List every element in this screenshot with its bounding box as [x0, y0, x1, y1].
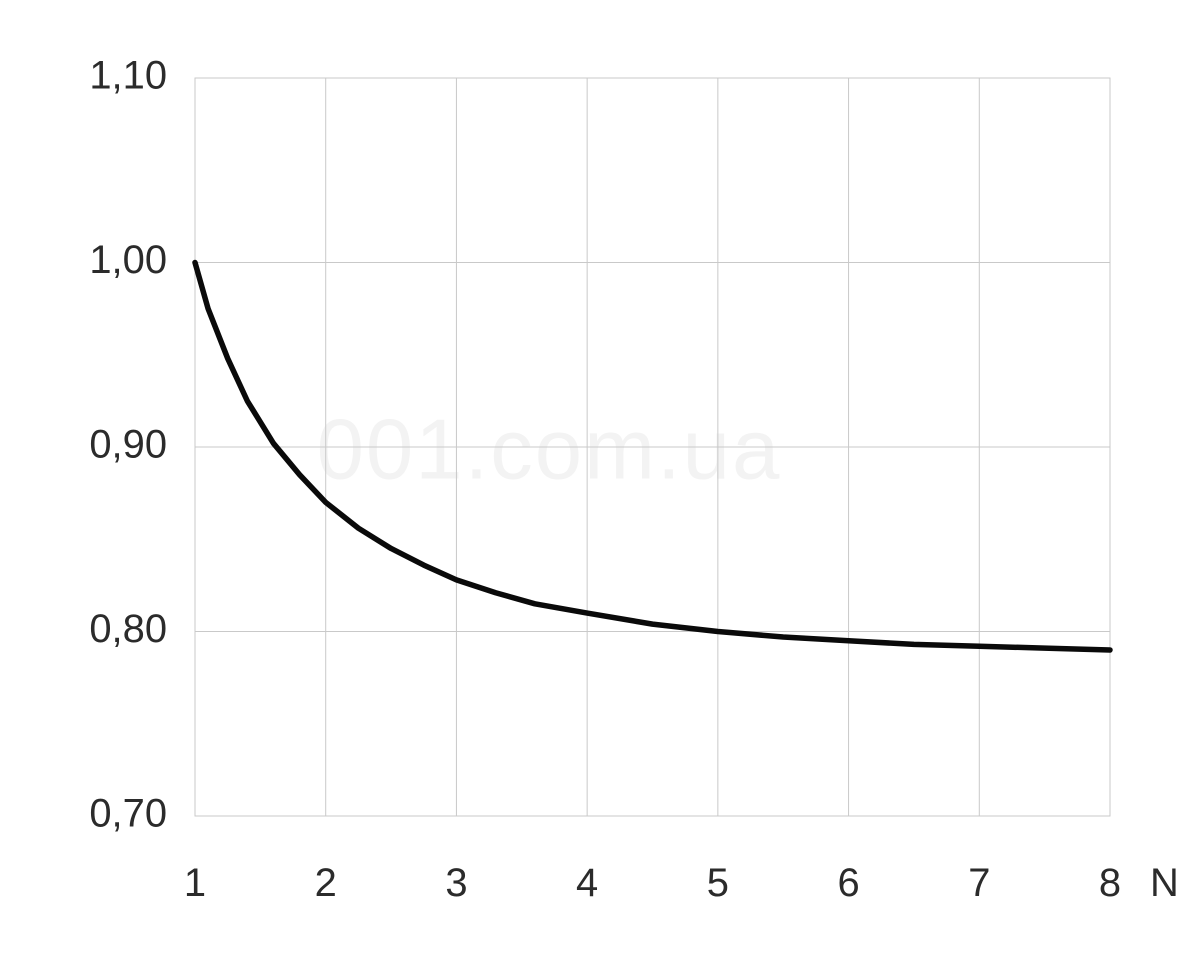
x-tick-label: 6 — [837, 861, 859, 905]
decay-curve-chart: 001.com.ua 0,70 0,80 0,90 1,00 1,10 1 2 3 4 5 6 7 8N — [0, 0, 1200, 960]
x-tick-label: 3 — [445, 861, 467, 905]
x-tick-label: 7 — [968, 861, 990, 905]
x-tick-label: 5 — [707, 861, 729, 905]
watermark-text: 001.com.ua — [317, 403, 782, 498]
y-tick-label: 0,90 — [89, 423, 167, 467]
y-tick-label: 1,00 — [89, 238, 167, 282]
x-tick-label: 1 — [184, 861, 206, 905]
y-tick-label: 1,10 — [89, 54, 167, 98]
x-tick-label: 8 — [1099, 861, 1121, 905]
y-tick-label: 0,70 — [89, 792, 167, 836]
chart-svg: 001.com.ua 0,70 0,80 0,90 1,00 1,10 1 2 3 4 5 6 7 8N — [0, 0, 1200, 960]
x-tick-label: 4 — [576, 861, 598, 905]
x-axis-label: N — [1150, 861, 1179, 905]
x-tick-label: 2 — [315, 861, 337, 905]
y-tick-label: 0,80 — [89, 607, 167, 651]
